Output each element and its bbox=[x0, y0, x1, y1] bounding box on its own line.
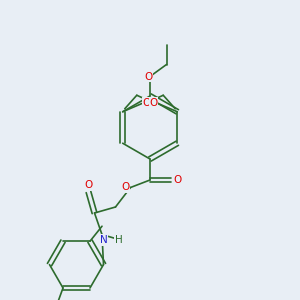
Text: O: O bbox=[142, 98, 151, 108]
Text: O: O bbox=[144, 71, 153, 82]
Text: N: N bbox=[100, 235, 107, 245]
Text: O: O bbox=[121, 182, 129, 193]
Text: O: O bbox=[84, 180, 93, 190]
Text: O: O bbox=[173, 175, 182, 185]
Text: O: O bbox=[149, 98, 158, 108]
Text: H: H bbox=[115, 235, 122, 245]
